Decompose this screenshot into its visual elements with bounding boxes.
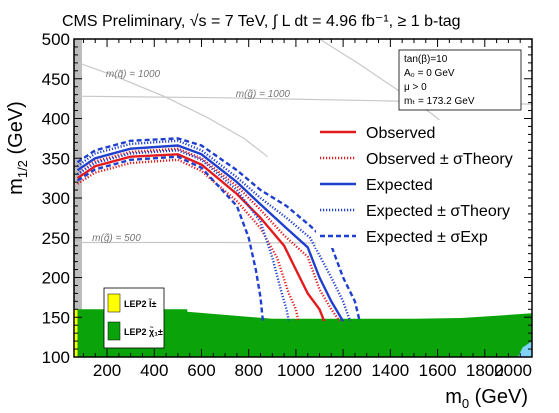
x-tick-label: 1600 — [419, 361, 457, 380]
contour-label-0: m(q̃) = 1000 — [106, 69, 161, 80]
parameter-box: tan(β)=10 A₀ = 0 GeV μ > 0 mₜ = 173.2 Ge… — [398, 49, 522, 111]
x-tick-label: 400 — [140, 361, 168, 380]
x-tick-label: 200 — [93, 361, 121, 380]
param-tanbeta: tan(β)=10 — [404, 54, 448, 65]
no-ewsb-region — [517, 341, 532, 357]
y-tick-label: 200 — [42, 269, 70, 288]
lep2-chargino-swatch — [107, 321, 121, 341]
x-tick-label: 1000 — [277, 361, 315, 380]
x-tick-label: 1800 — [466, 361, 504, 380]
param-mt: mₜ = 173.2 GeV — [404, 96, 475, 107]
legend-label-0: Observed — [366, 125, 435, 142]
limit-curve-6 — [76, 137, 361, 322]
limit-curve-5 — [76, 149, 290, 322]
x-axis-label: m0 (GeV) — [445, 386, 528, 411]
lep2-slepton-label: LEP2 l̃± — [124, 298, 157, 309]
lep2-legend: LEP2 l̃± LEP2 χ̃₁± — [103, 287, 165, 349]
limit-curve-3 — [76, 144, 345, 322]
x-tick-label: 1400 — [371, 361, 409, 380]
y-tick-label: 400 — [42, 110, 70, 129]
contour-line-0 — [74, 60, 268, 158]
limit-curve-2 — [76, 158, 300, 322]
lep2-chargino-label: LEP2 χ̃₁± — [124, 326, 163, 337]
legend-label-4: Expected ± σExp — [366, 229, 488, 246]
y-tick-label: 350 — [42, 149, 70, 168]
y-tick-label: 250 — [42, 229, 70, 248]
limit-curve-1 — [76, 147, 341, 322]
lep2-slepton-swatch — [107, 293, 121, 313]
x-tick-label: 2000 — [494, 361, 532, 380]
legend: Observed Observed ± σTheory Expected Expect… — [316, 120, 528, 248]
x-tick-label: 800 — [235, 361, 263, 380]
y-tick-label: 100 — [42, 348, 70, 367]
y-tick-label: 300 — [42, 189, 70, 208]
x-tick-label: 600 — [187, 361, 215, 380]
legend-label-2: Expected — [366, 177, 433, 194]
contour-label-3: m(g̃) = 500 — [92, 233, 141, 244]
y-tick-label: 500 — [42, 30, 70, 49]
contour-label-2: m(g̃) = 1000 — [236, 89, 291, 100]
y-axis-label: m1/2 (GeV) — [5, 101, 30, 195]
x-tick-label: 1200 — [324, 361, 362, 380]
legend-label-1: Observed ± σTheory — [366, 151, 513, 168]
legend-label-3: Expected ± σTheory — [366, 203, 510, 220]
param-mu: μ > 0 — [404, 82, 427, 93]
y-tick-label: 150 — [42, 308, 70, 327]
param-a0: A₀ = 0 GeV — [404, 68, 455, 79]
lep2-chargino-region — [74, 309, 532, 357]
chart-title: CMS Preliminary, √s = 7 TeV, ∫ L dt = 4.… — [62, 13, 461, 30]
limit-curve-0 — [76, 153, 326, 322]
y-tick-label: 450 — [42, 70, 70, 89]
